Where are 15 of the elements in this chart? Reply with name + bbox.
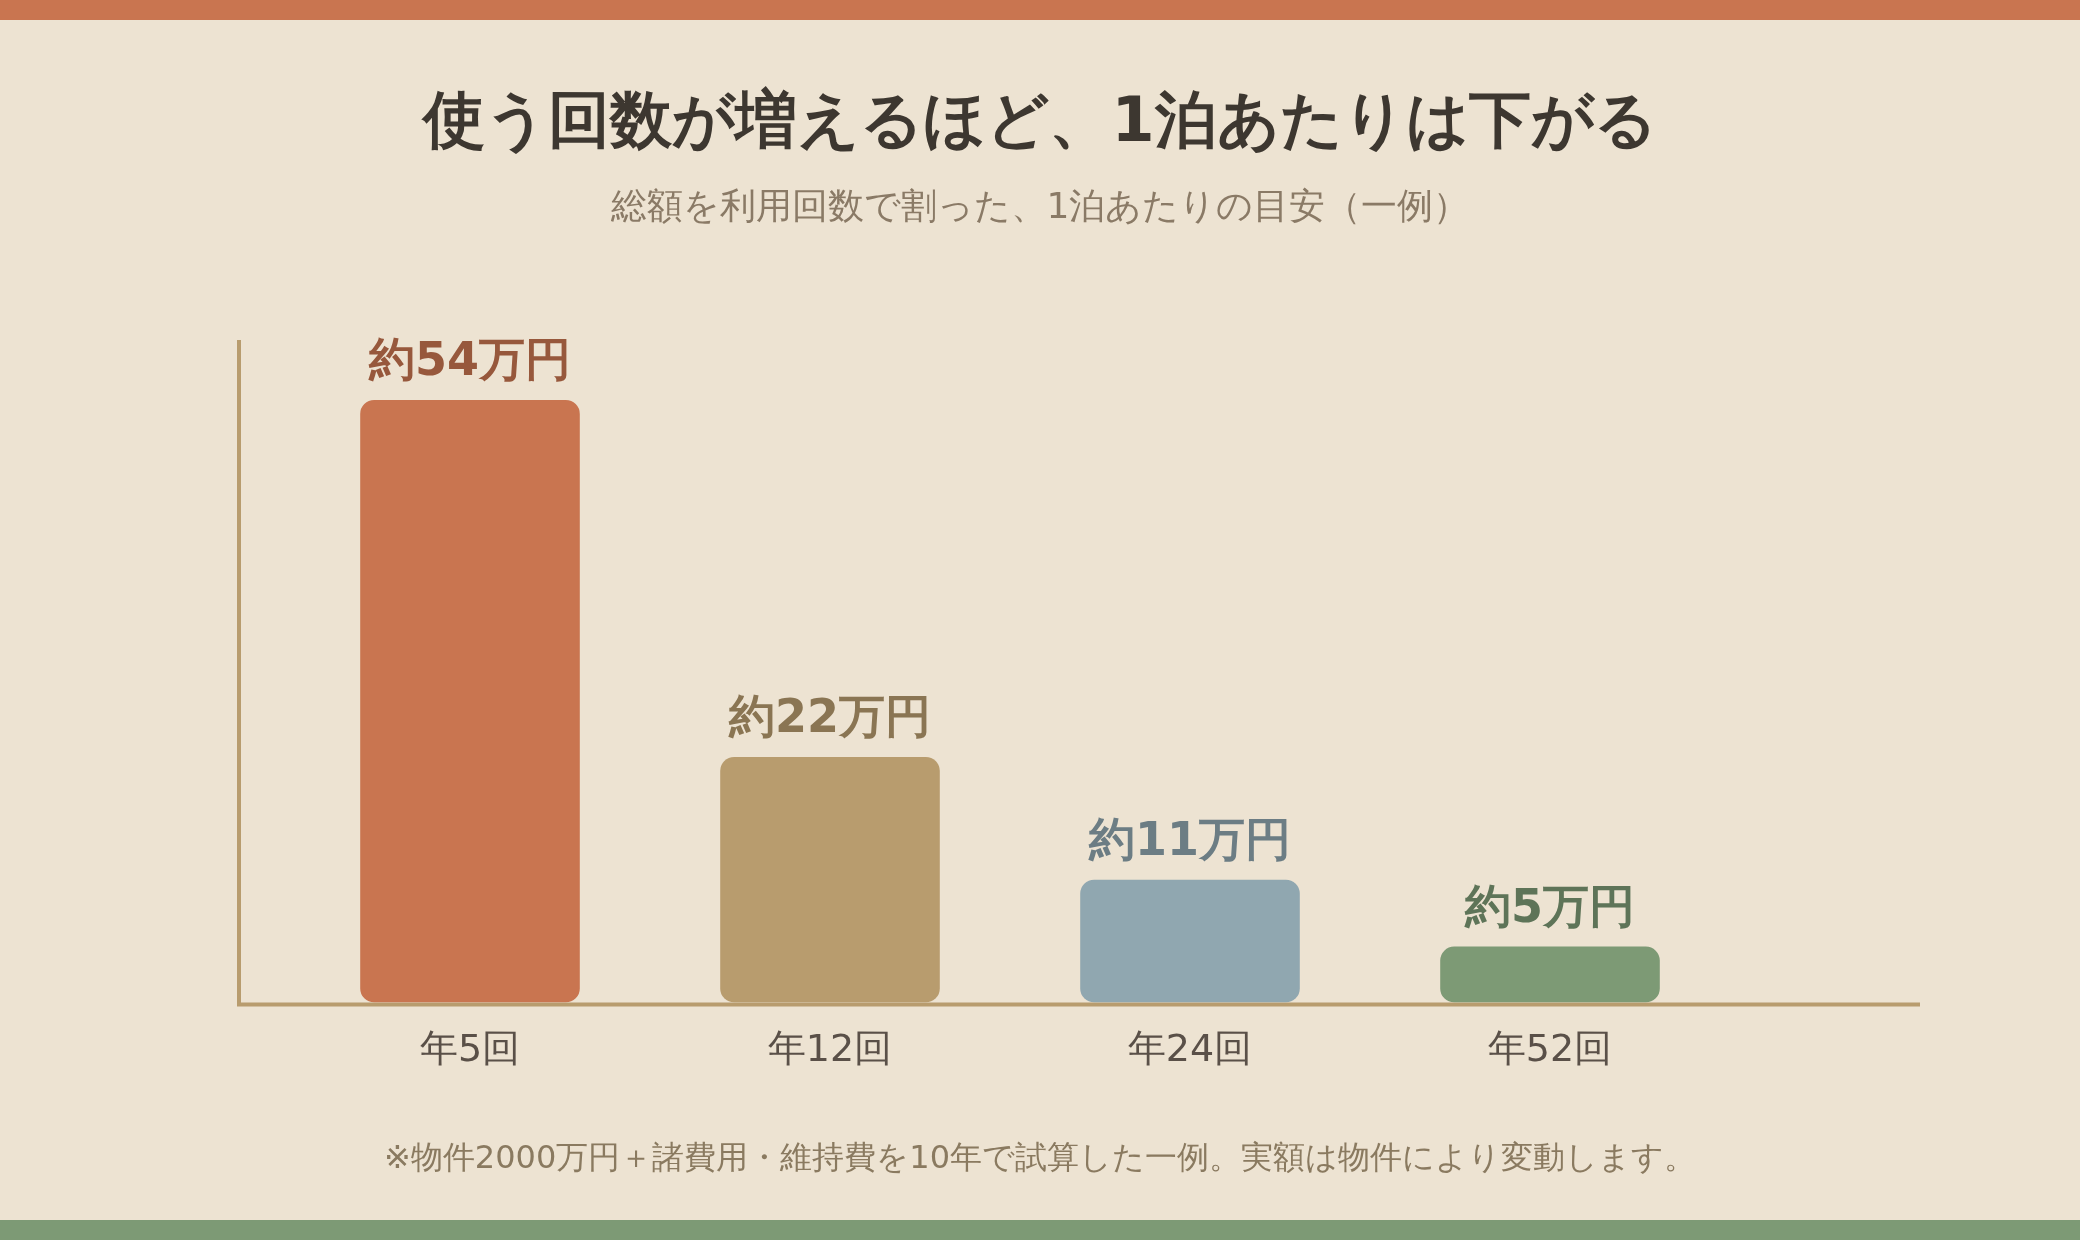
x-tick-label: 年5回 bbox=[419, 1026, 521, 1071]
x-tick-label: 年24回 bbox=[1127, 1026, 1253, 1071]
x-tick-label: 年12回 bbox=[767, 1026, 893, 1071]
x-tick-label: 年52回 bbox=[1487, 1026, 1613, 1071]
data-label: 約5万円 bbox=[1463, 878, 1636, 933]
bar bbox=[1080, 879, 1300, 1003]
data-label: 約54万円 bbox=[367, 331, 572, 386]
bar bbox=[1440, 946, 1660, 1003]
chart-title: 使う回数が増えるほど、1泊あたりは下がる bbox=[420, 82, 1658, 158]
chart-subtitle: 総額を利用回数で割った、1泊あたりの目安（一例） bbox=[609, 184, 1471, 228]
text: ※物件2000万円＋諸費用・維持費を10年で試算した一例。実額は物件により変動します。 bbox=[383, 1137, 1697, 1178]
data-label: 約11万円 bbox=[1087, 811, 1292, 866]
bar bbox=[720, 756, 940, 1003]
data-label: 約22万円 bbox=[727, 688, 932, 743]
bar bbox=[360, 400, 580, 1003]
